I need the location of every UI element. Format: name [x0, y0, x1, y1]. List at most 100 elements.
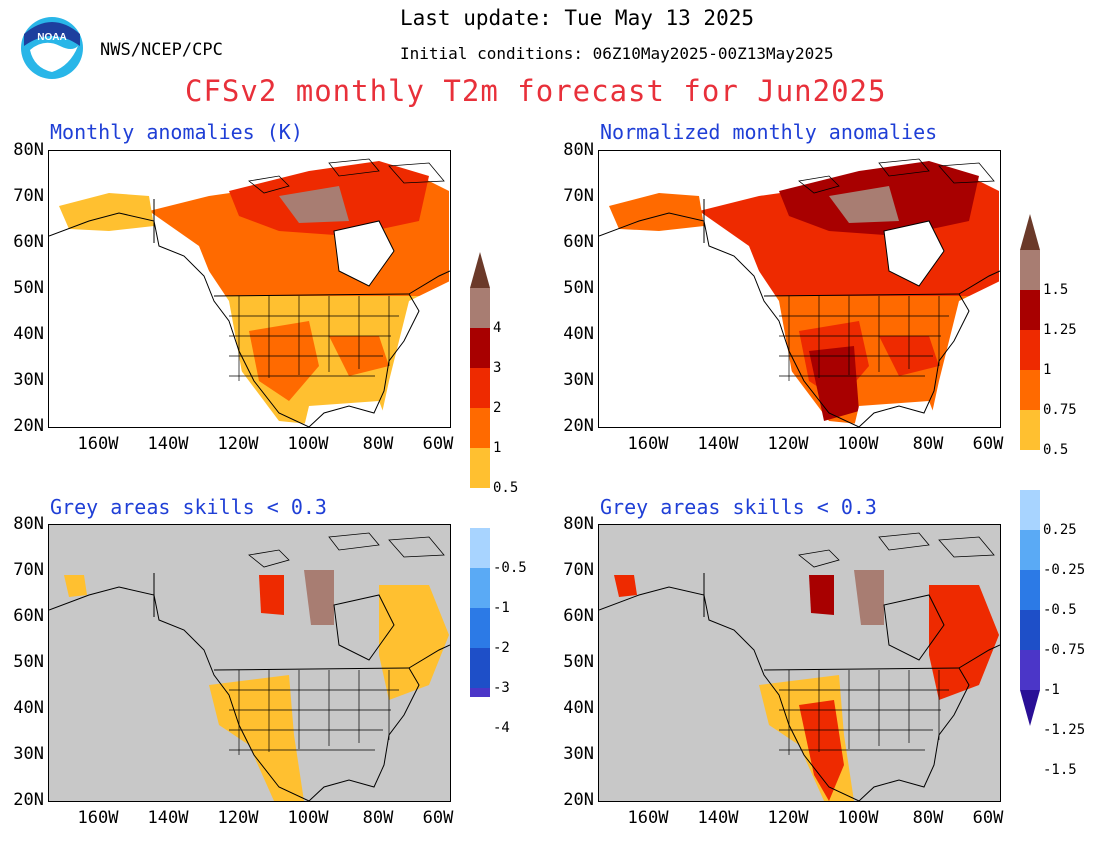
lon-label: 100W — [287, 808, 329, 828]
lat-label: 60N — [13, 232, 44, 252]
hudson-bay — [334, 221, 394, 286]
lon-label: 120W — [767, 808, 809, 828]
panel-title-skill-right: Grey areas skills < 0.3 — [600, 495, 877, 519]
state-borders — [229, 670, 399, 755]
map-normalized-anomalies — [598, 150, 1001, 428]
colorbar-swatch — [470, 328, 490, 368]
svg-text:NOAA: NOAA — [37, 32, 66, 43]
hudson-bay — [884, 221, 944, 286]
lat-label: 60N — [563, 232, 594, 252]
anomaly-hotspot-sw — [249, 321, 319, 401]
lat-label: 50N — [13, 278, 44, 298]
colorbar-swatch — [470, 528, 490, 568]
colorbar-bottom-arrow — [1020, 690, 1040, 726]
colorbar-label: -3 — [493, 680, 510, 696]
atlantic-ocean — [929, 281, 1000, 427]
colorbar-swatch — [1020, 330, 1040, 370]
lat-label: 40N — [13, 698, 44, 718]
arctic-islands — [798, 532, 995, 568]
lat-label: 70N — [563, 560, 594, 580]
patch-northeast — [929, 585, 999, 700]
lon-label: 80W — [912, 808, 944, 828]
lon-label: 160W — [627, 434, 669, 454]
colorbar-label: -0.75 — [1043, 642, 1086, 658]
lon-label: 140W — [147, 434, 189, 454]
colorbar-label: -4 — [493, 720, 510, 736]
lon-label: 80W — [912, 434, 944, 454]
state-borders — [779, 670, 949, 755]
agency-label: NWS/NCEP/CPC — [100, 40, 223, 60]
noaa-logo: NOAA — [20, 16, 84, 80]
coastlines — [599, 573, 1000, 801]
colorbar-label: -0.5 — [1043, 602, 1077, 618]
patch-northeast — [379, 585, 449, 700]
lat-label: 50N — [13, 652, 44, 672]
lat-label: 70N — [13, 560, 44, 580]
lat-label: 40N — [563, 324, 594, 344]
colorbar-label: 0.5 — [493, 480, 519, 496]
colorbar-swatch — [1020, 490, 1040, 530]
lon-label: 60W — [422, 434, 454, 454]
page-title: CFSv2 monthly T2m forecast for Jun2025 — [185, 74, 887, 108]
patch-arctic-1 — [809, 575, 834, 615]
lon-label: 140W — [147, 808, 189, 828]
colorbar-label: 1.25 — [1043, 322, 1077, 338]
lat-label: 80N — [13, 514, 44, 534]
colorbar-swatch — [470, 368, 490, 408]
colorbar-label: 0.25 — [1043, 522, 1077, 538]
colorbar-top-arrow — [1020, 214, 1040, 250]
patch-alaska — [614, 575, 637, 597]
lat-label: 60N — [563, 606, 594, 626]
lon-label: 160W — [627, 808, 669, 828]
last-update-label: Last update: Tue May 13 2025 — [400, 6, 755, 30]
lat-label: 60N — [13, 606, 44, 626]
pacific-ocean — [49, 241, 279, 427]
lon-label: 120W — [217, 808, 259, 828]
colorbar-swatch — [1020, 250, 1040, 290]
arctic-islands — [798, 158, 995, 194]
colorbar-label: -1 — [1043, 682, 1060, 698]
lon-label: 80W — [362, 808, 394, 828]
panel-title-normalized: Normalized monthly anomalies — [600, 120, 938, 144]
arctic-islands — [248, 158, 445, 194]
colorbar-label: 1 — [1043, 362, 1052, 378]
lat-label: 40N — [13, 324, 44, 344]
colorbar-swatch — [470, 568, 490, 608]
colorbar-swatch — [470, 648, 490, 688]
anomaly-peak — [829, 186, 899, 223]
colorbar-label: 4 — [493, 320, 502, 336]
initial-conditions-label: Initial conditions: 06Z10May2025-00Z13Ma… — [400, 44, 834, 63]
arctic-islands — [248, 532, 445, 568]
lat-label: 30N — [13, 744, 44, 764]
lat-label: 30N — [563, 370, 594, 390]
colorbar-label: -0.5 — [493, 560, 527, 576]
map-anomalies — [48, 150, 451, 428]
colorbar-swatch — [470, 688, 490, 697]
lon-label: 60W — [422, 808, 454, 828]
colorbar-swatch — [470, 488, 490, 528]
anomaly-field-alaska — [609, 193, 704, 231]
colorbar-label: -1.5 — [1043, 762, 1077, 778]
colorbar-swatch — [1020, 410, 1040, 450]
colorbar-label: -1.25 — [1043, 722, 1086, 738]
gulf-of-mexico — [854, 401, 939, 427]
colorbar-label: 3 — [493, 360, 502, 376]
colorbar-label: -1 — [493, 600, 510, 616]
colorbar-swatch — [1020, 570, 1040, 610]
pacific-ocean — [599, 241, 829, 427]
lon-label: 100W — [837, 434, 879, 454]
patch-arctic-2 — [854, 570, 884, 625]
colorbar-label: 2 — [493, 400, 502, 416]
panel-title-anomalies: Monthly anomalies (K) — [50, 120, 303, 144]
lat-label: 80N — [13, 140, 44, 160]
lon-label: 100W — [287, 434, 329, 454]
coastlines — [49, 573, 450, 801]
patch-southwest-core — [249, 700, 294, 801]
colorbar-swatch — [1020, 290, 1040, 330]
anomaly-hotspot-texas — [809, 346, 859, 421]
colorbar-swatch — [1020, 450, 1040, 490]
lat-label: 30N — [563, 744, 594, 764]
lat-label: 80N — [563, 140, 594, 160]
lon-label: 160W — [77, 434, 119, 454]
map-skill-masked-normalized — [598, 524, 1001, 802]
